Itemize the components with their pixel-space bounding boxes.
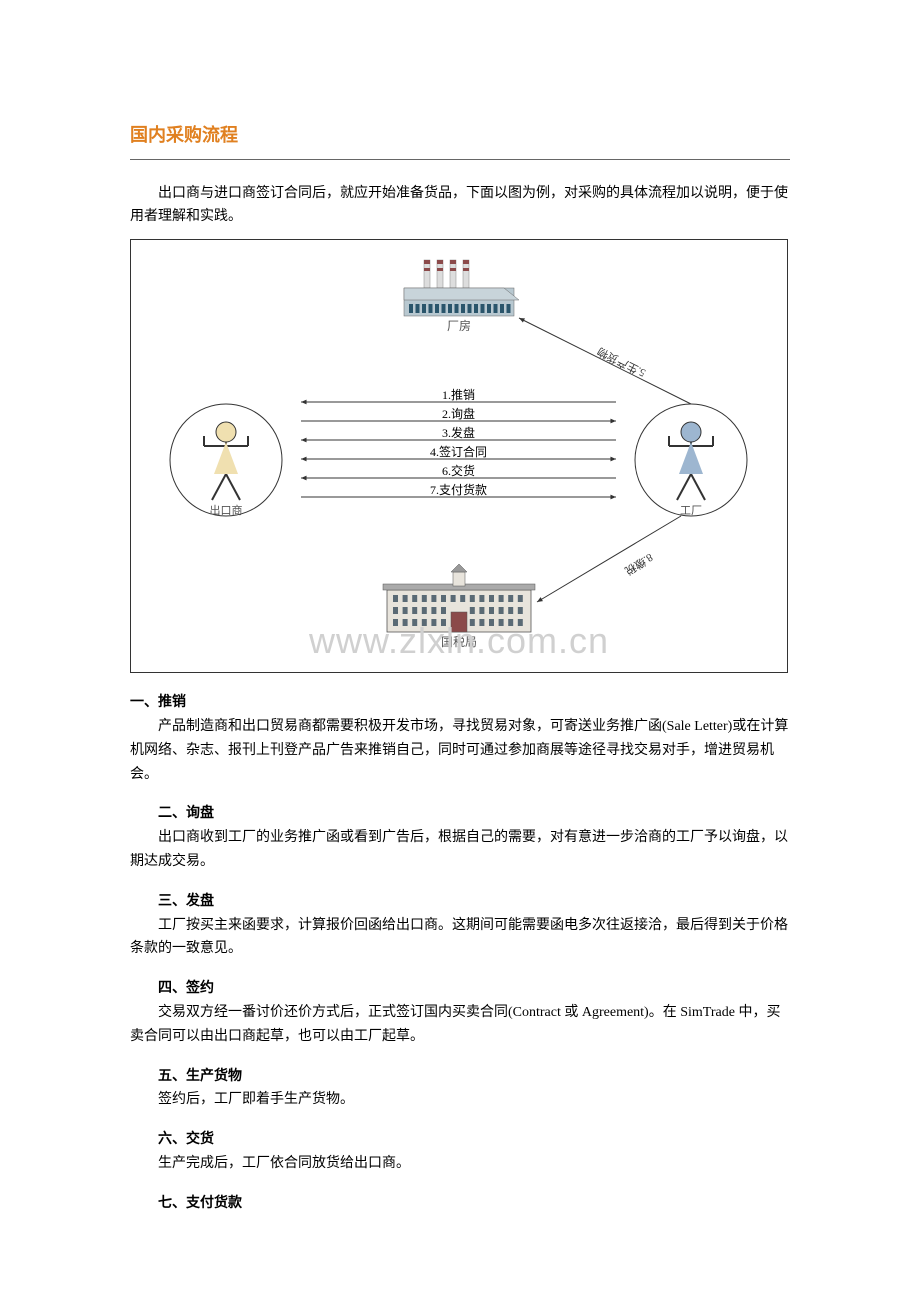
svg-text:5.生产货物: 5.生产货物 bbox=[595, 345, 648, 381]
svg-text:1.推销: 1.推销 bbox=[442, 388, 475, 402]
section-body: 签约后，工厂即着手生产货物。 bbox=[130, 1088, 790, 1112]
page-container: 国内采购流程 出口商与进口商签订合同后，就应开始准备货品，下面以图为例，对采购的… bbox=[0, 0, 920, 1276]
section-heading: 二、询盘 bbox=[130, 802, 790, 826]
section-heading: 一、推销 bbox=[130, 691, 790, 715]
intro-paragraph: 出口商与进口商签订合同后，就应开始准备货品，下面以图为例，对采购的具体流程加以说… bbox=[130, 182, 790, 230]
svg-text:4.签订合同: 4.签订合同 bbox=[430, 444, 487, 459]
flowchart-diagram: 厂房出口商 工厂国税局 1.推销 2.询盘 3.发盘 4.签订合同 6.交货 7.支付货款 5.… bbox=[130, 239, 788, 673]
section-body: 出口商收到工厂的业务推广函或看到广告后，根据自己的需要，对有意进一步洽商的工厂予… bbox=[130, 826, 790, 874]
section-body: 工厂按买主来函要求，计算报价回函给出口商。这期间可能需要函电多次往返接洽，最后得… bbox=[130, 914, 790, 962]
svg-text:出口商: 出口商 bbox=[210, 503, 243, 517]
flowchart-svg: 厂房出口商 工厂国税局 1.推销 2.询盘 3.发盘 4.签订合同 6.交货 7.支付货款 5.… bbox=[131, 240, 787, 672]
svg-text:8.缴税: 8.缴税 bbox=[622, 551, 655, 579]
sections-container: 一、推销产品制造商和出口贸易商都需要积极开发市场，寻找贸易对象，可寄送业务推广函… bbox=[130, 691, 790, 1215]
svg-text:国税局: 国税局 bbox=[441, 635, 477, 649]
svg-text:3.发盘: 3.发盘 bbox=[442, 425, 475, 440]
svg-text:7.支付货款: 7.支付货款 bbox=[430, 482, 487, 497]
svg-text:厂房: 厂房 bbox=[447, 318, 471, 333]
section-heading: 四、签约 bbox=[130, 977, 790, 1001]
section-body: 交易双方经一番讨价还价方式后，正式签订国内买卖合同(Contract 或 Agr… bbox=[130, 1001, 790, 1049]
section-heading: 五、生产货物 bbox=[130, 1065, 790, 1089]
section-heading: 六、交货 bbox=[130, 1128, 790, 1152]
svg-text:2.询盘: 2.询盘 bbox=[442, 406, 475, 421]
svg-text:工厂: 工厂 bbox=[680, 505, 702, 517]
title-underline bbox=[130, 159, 790, 160]
page-title: 国内采购流程 bbox=[130, 120, 790, 151]
section-heading: 七、支付货款 bbox=[130, 1192, 790, 1216]
section-body: 生产完成后，工厂依合同放货给出口商。 bbox=[130, 1152, 790, 1176]
section-heading: 三、发盘 bbox=[130, 890, 790, 914]
section-body: 产品制造商和出口贸易商都需要积极开发市场，寻找贸易对象，可寄送业务推广函(Sal… bbox=[130, 715, 790, 786]
svg-text:6.交货: 6.交货 bbox=[442, 463, 475, 478]
